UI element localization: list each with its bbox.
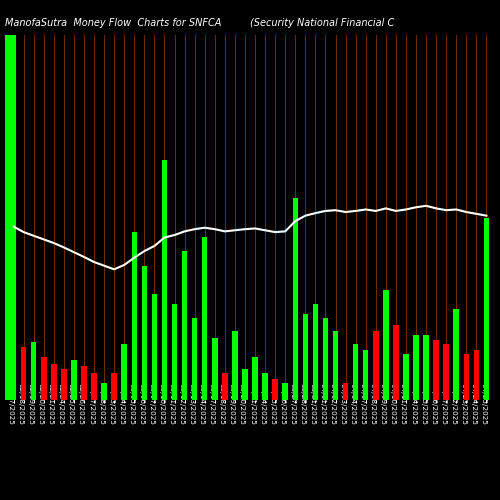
Bar (312, 304, 318, 400)
Bar (282, 382, 288, 400)
Bar (242, 370, 248, 400)
Bar (142, 266, 147, 400)
Bar (232, 331, 237, 400)
Text: ManofaSutra  Money Flow  Charts for SNFCA: ManofaSutra Money Flow Charts for SNFCA (5, 18, 222, 28)
Bar (152, 294, 157, 400)
Bar (132, 232, 137, 400)
Bar (373, 331, 378, 400)
Bar (92, 373, 97, 400)
Bar (343, 382, 348, 400)
Bar (474, 350, 479, 400)
Bar (454, 308, 459, 400)
Bar (252, 357, 258, 400)
Bar (393, 325, 398, 400)
Bar (182, 251, 188, 400)
Bar (192, 318, 198, 400)
Bar (272, 379, 278, 400)
Bar (102, 382, 107, 400)
Text: (Security National Financial C: (Security National Financial C (250, 18, 394, 28)
Bar (41, 357, 46, 400)
Bar (21, 347, 26, 400)
Bar (71, 360, 76, 400)
Bar (172, 304, 178, 400)
Bar (31, 342, 36, 400)
Bar (403, 354, 408, 400)
Bar (353, 344, 358, 400)
Bar (122, 344, 127, 400)
Bar (262, 373, 268, 400)
Bar (383, 290, 388, 400)
Bar (444, 344, 449, 400)
Bar (81, 366, 87, 400)
Bar (112, 373, 117, 400)
Bar (413, 334, 419, 400)
Bar (222, 373, 228, 400)
Bar (322, 318, 328, 400)
Bar (333, 331, 338, 400)
Bar (51, 364, 57, 400)
Bar (434, 340, 439, 400)
Bar (202, 236, 207, 400)
Bar (302, 314, 308, 400)
Bar (162, 160, 167, 400)
Bar (464, 354, 469, 400)
Bar (292, 198, 298, 400)
Bar (484, 218, 489, 400)
Bar (424, 334, 429, 400)
Bar (212, 338, 218, 400)
Bar (363, 350, 368, 400)
Bar (11, 35, 16, 400)
Bar (61, 370, 66, 400)
